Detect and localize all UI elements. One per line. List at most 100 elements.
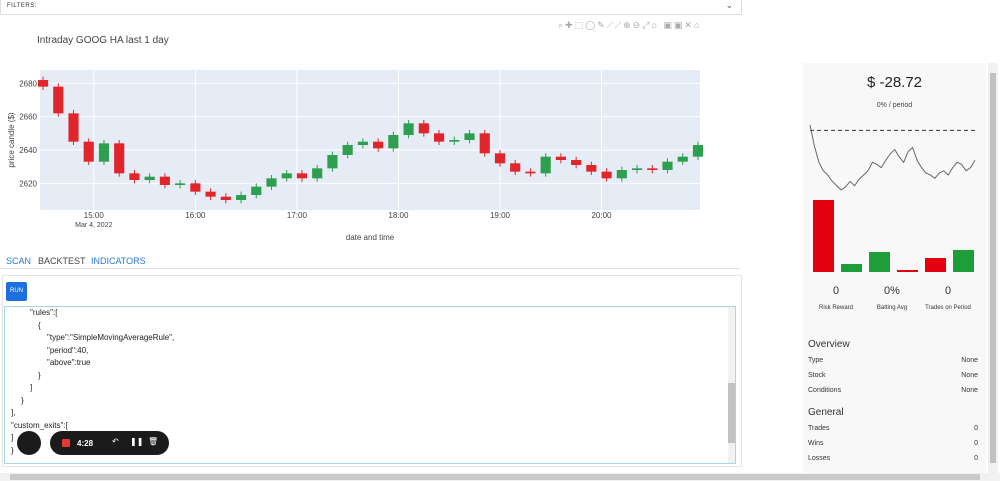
candle-body: [205, 191, 216, 197]
candle-body: [266, 178, 277, 187]
stat-row: Conditions None: [808, 387, 978, 394]
candle-body: [631, 168, 643, 170]
candle-body: [159, 176, 170, 185]
candle-body: [494, 153, 506, 164]
candle-body: [677, 156, 688, 162]
candlestick-chart: 2620 2640 2660 2680 15:00 16:00 17:00 18:00 19:0…: [7, 70, 704, 242]
filters-label: FILTERS:: [7, 3, 37, 9]
code-line: {: [38, 320, 41, 330]
pnl-subtitle: 0% / period: [876, 102, 913, 109]
tab[interactable]: BACKTEST: [38, 256, 86, 266]
candle-body: [433, 133, 445, 142]
filters-bar[interactable]: FILTERS: ⌄: [0, 0, 742, 15]
candle-body: [144, 176, 155, 180]
stat-row: Losses 0: [808, 455, 978, 462]
bar: [925, 258, 946, 272]
x-tick-label: 16:00: [185, 211, 206, 220]
camera-button[interactable]: [17, 431, 41, 455]
candle-body: [647, 168, 658, 170]
candle-body: [510, 163, 521, 172]
chart-title: Intraday GOOG HA last 1 day: [37, 35, 169, 46]
candle-body: [327, 155, 338, 169]
x-tick-label: 17:00: [287, 211, 308, 220]
metric-label: Trades on Period: [925, 305, 971, 311]
candle-body: [281, 173, 292, 179]
scrollbar[interactable]: [728, 307, 735, 463]
toolbar[interactable]: ⌕✚⬚◯✎⟋⟋⊕⊖⤢⌂ ▣▣✕⌂: [558, 20, 702, 30]
candle-body: [449, 140, 460, 142]
x-tick-label: 18:00: [388, 211, 409, 220]
candle-body: [586, 165, 597, 172]
metric-value: 0: [832, 285, 840, 297]
candle-body: [357, 141, 368, 145]
stop-icon[interactable]: [62, 439, 70, 447]
stat-label: Stock: [808, 372, 826, 379]
pause-icon[interactable]: ❚❚: [130, 437, 144, 446]
candle-body: [662, 161, 673, 170]
metric-label: Batting Avg: [876, 305, 908, 311]
candle-body: [235, 195, 247, 200]
code-line: "above":true: [47, 358, 91, 367]
stat-label: Trades: [808, 425, 830, 432]
candle-body: [190, 183, 201, 192]
candle-body: [53, 86, 64, 114]
stat-row: Stock None: [808, 372, 978, 379]
stat-value: 0: [974, 455, 978, 462]
y-tick-label: 2660: [19, 113, 37, 122]
candle-body: [616, 170, 627, 179]
candle-body: [296, 173, 308, 179]
tab[interactable]: INDICATORS: [91, 256, 146, 266]
x-tick-label: 20:00: [591, 211, 612, 220]
code-line: "period":40,: [47, 345, 89, 355]
candle-body: [312, 168, 323, 179]
bar: [841, 264, 862, 272]
stat-row: Wins 0: [808, 440, 978, 447]
candle-body: [342, 145, 353, 155]
h-scrollbar[interactable]: [0, 473, 1000, 481]
code-editor[interactable]: "rules":[ { "type":"SimpleMovingAverageR…: [4, 306, 736, 464]
y-axis-label: price candle ($): [7, 112, 16, 167]
tab[interactable]: SCAN: [6, 256, 32, 266]
candle-body: [114, 143, 125, 174]
stat-value: 0: [974, 425, 978, 432]
equity-line: [809, 124, 976, 191]
divider: [0, 268, 740, 269]
code-line: }: [21, 395, 24, 405]
candle-body: [571, 160, 582, 165]
recorder[interactable]: 4:28 ↶ ❚❚ 🗑: [50, 431, 169, 455]
pnl-value: $ -28.72: [866, 74, 923, 91]
bar: [869, 252, 890, 272]
bar: [813, 200, 834, 272]
stat-value: None: [961, 372, 978, 379]
candle-body: [418, 123, 429, 134]
candle-body: [388, 135, 399, 149]
candle-body: [479, 133, 490, 154]
recorder-time: 4:28: [77, 439, 94, 448]
undo-icon[interactable]: ↶: [112, 437, 119, 446]
candle-body: [540, 156, 551, 174]
stat-value: None: [961, 387, 978, 394]
section-title: Overview: [808, 339, 850, 350]
delete-icon[interactable]: 🗑: [148, 437, 159, 446]
metric-label: Risk Reward: [818, 305, 853, 311]
candle-body: [373, 141, 384, 149]
candle-body: [251, 186, 262, 195]
stat-label: Losses: [808, 455, 831, 462]
page-scrollbar[interactable]: [988, 63, 998, 473]
x-tick-label: 19:00: [490, 211, 511, 220]
run-button[interactable]: RUN: [6, 282, 27, 301]
bar: [953, 250, 974, 272]
stat-label: Conditions: [808, 387, 842, 394]
bar: [897, 270, 918, 272]
y-tick-label: 2640: [19, 146, 37, 155]
stat-value: None: [961, 357, 978, 364]
candle-body: [464, 133, 475, 140]
candle-body: [601, 171, 612, 179]
y-tick-label: 2680: [19, 79, 37, 88]
y-tick-label: 2620: [19, 179, 37, 188]
metric-value: 0: [944, 285, 952, 297]
code-line: ]: [11, 433, 14, 442]
candle-body: [403, 123, 414, 135]
x-axis-label: date and time: [346, 233, 395, 242]
